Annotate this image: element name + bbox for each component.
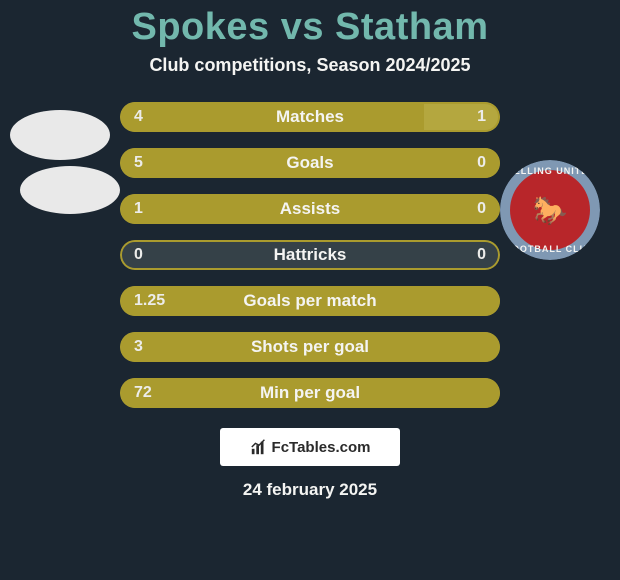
stat-label: Shots per goal xyxy=(120,337,500,357)
stat-row: 41Matches xyxy=(120,102,500,132)
stat-label: Matches xyxy=(120,107,500,127)
crest-text-bottom: FOOTBALL CLUB xyxy=(500,244,600,254)
club-badge-left-1 xyxy=(10,110,110,160)
crest-text-top: WELLING UNITED xyxy=(500,166,600,176)
stat-label: Goals per match xyxy=(120,291,500,311)
club-badge-right: WELLING UNITED 🐎 FOOTBALL CLUB xyxy=(500,160,600,260)
footer-date: 24 february 2025 xyxy=(243,480,377,500)
stat-row: 72Min per goal xyxy=(120,378,500,408)
stat-row: 00Hattricks xyxy=(120,240,500,270)
branding-badge: FcTables.com xyxy=(220,428,400,466)
stat-label: Goals xyxy=(120,153,500,173)
page-title: Spokes vs Statham xyxy=(132,6,489,49)
stat-label: Assists xyxy=(120,199,500,219)
stat-label: Min per goal xyxy=(120,383,500,403)
branding-text: FcTables.com xyxy=(272,439,371,456)
club-badge-left-2 xyxy=(20,166,120,214)
stat-row: 1.25Goals per match xyxy=(120,286,500,316)
stat-row: 50Goals xyxy=(120,148,500,178)
stat-row: 3Shots per goal xyxy=(120,332,500,362)
stat-row: 10Assists xyxy=(120,194,500,224)
chart-icon xyxy=(250,438,268,456)
subtitle: Club competitions, Season 2024/2025 xyxy=(149,55,470,76)
stat-label: Hattricks xyxy=(120,245,500,265)
content-wrapper: Spokes vs Statham Club competitions, Sea… xyxy=(0,0,620,580)
horse-icon: 🐎 xyxy=(533,194,568,227)
